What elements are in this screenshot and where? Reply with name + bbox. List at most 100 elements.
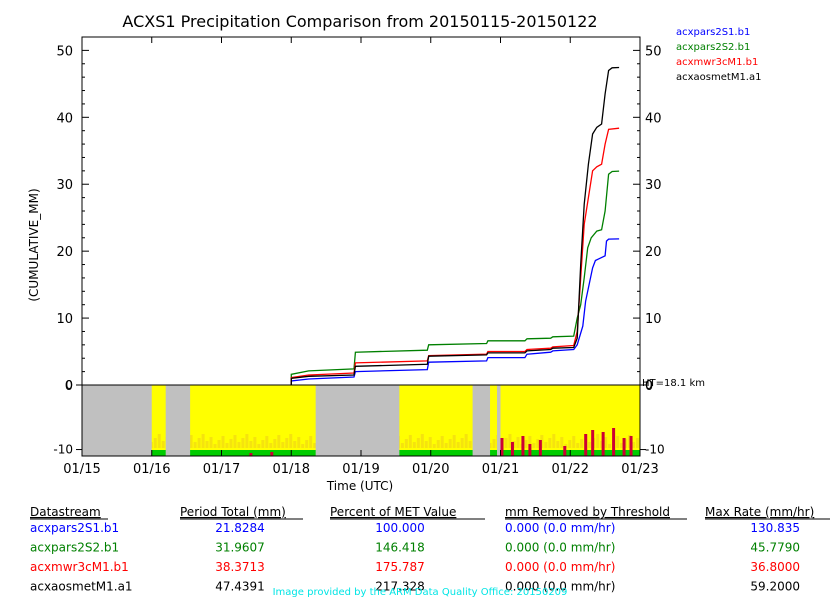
- y-tick-label: 20: [56, 245, 73, 260]
- radar-echo-mark: [629, 436, 633, 456]
- radar-texture-mark: [400, 443, 404, 448]
- x-axis-label: Time (UTC): [326, 479, 393, 493]
- table-header-1: Period Total (mm): [180, 505, 286, 519]
- radar-texture-mark: [548, 438, 552, 448]
- table-cell-r2-c1: 38.3713: [215, 560, 265, 574]
- radar-texture-mark: [492, 439, 496, 448]
- radar-texture-mark: [560, 437, 564, 448]
- radar-texture-mark: [616, 436, 620, 448]
- chart-title: ACXS1 Precipitation Comparison from 2015…: [122, 12, 597, 31]
- radar-texture-mark: [241, 438, 245, 448]
- radar-texture-mark: [448, 439, 452, 448]
- x-tick-label: 01/17: [203, 462, 240, 477]
- radar-texture-mark: [576, 443, 580, 448]
- radar-texture-mark: [213, 444, 217, 448]
- table-cell-r3-c0: acxaosmetM1.a1: [30, 580, 133, 594]
- radar-data-gap: [165, 385, 191, 456]
- table-cell-r2-c3: 0.000 (0.0 mm/hr): [505, 560, 615, 574]
- radar-echo-mark: [270, 452, 274, 456]
- radar-texture-mark: [237, 442, 241, 448]
- y-tick-label: 10: [56, 312, 73, 327]
- y-tick-label-right: 0: [645, 379, 653, 394]
- radar-texture-mark: [157, 434, 161, 448]
- radar-data-gap: [82, 385, 152, 456]
- table-header-3: mm Removed by Threshold: [505, 505, 670, 519]
- radar-height-label: HT=18.1 km: [642, 378, 705, 389]
- x-tick-label: 01/18: [273, 462, 310, 477]
- y-tick-label-right: 10: [645, 312, 662, 327]
- radar-texture-mark: [289, 434, 293, 448]
- radar-texture-mark: [229, 439, 233, 448]
- cumulative-plot: [290, 66, 620, 385]
- radar-texture-mark: [217, 440, 221, 448]
- radar-echo-mark: [538, 440, 542, 456]
- series-line-acxaosmetM1.a1: [290, 66, 620, 385]
- plot-frame: [81, 36, 641, 386]
- table-cell-r0-c0: acxpars2S1.b1: [30, 521, 119, 535]
- radar-texture-mark: [528, 436, 532, 448]
- radar-texture-mark: [281, 442, 285, 448]
- radar-texture-mark: [189, 435, 193, 448]
- radar-texture-mark: [408, 435, 412, 448]
- radar-texture-mark: [452, 435, 456, 448]
- table-header-0: Datastream: [30, 505, 101, 519]
- radar-texture-mark: [432, 444, 436, 448]
- legend-entry-acxmwr3cM1.b1: acxmwr3cM1.b1: [676, 57, 758, 68]
- series-line-acxpars2S2.b1: [290, 170, 620, 385]
- radar-echo-mark: [563, 446, 567, 456]
- radar-texture-mark: [404, 439, 408, 448]
- radar-texture-mark: [632, 442, 636, 448]
- radar-texture-mark: [269, 443, 273, 448]
- series-line-acxpars2S1.b1: [290, 238, 620, 385]
- radar-texture-mark: [468, 441, 472, 448]
- radar-texture-mark: [636, 438, 640, 448]
- radar-echo-mark: [601, 432, 605, 456]
- table-cell-r0-c3: 0.000 (0.0 mm/hr): [505, 521, 615, 535]
- radar-texture-mark: [293, 441, 297, 448]
- radar-texture-mark: [305, 440, 309, 448]
- radar-texture-mark: [205, 441, 209, 448]
- legend-entry-acxpars2S2.b1: acxpars2S2.b1: [676, 42, 750, 53]
- radar-echo-mark: [249, 453, 253, 456]
- radar-y-tick-label: -10: [53, 443, 73, 457]
- table-cell-r3-c3: 0.000 (0.0 mm/hr): [505, 580, 615, 594]
- radar-echo-mark: [528, 444, 532, 456]
- radar-texture-mark: [568, 440, 572, 448]
- y-tick-label-right: 50: [645, 44, 662, 59]
- radar-texture-mark: [508, 434, 512, 448]
- radar-texture-mark: [233, 435, 237, 448]
- radar-texture-mark: [265, 436, 269, 448]
- radar-texture-mark: [201, 434, 205, 448]
- radar-texture-mark: [221, 436, 225, 448]
- radar-texture-mark: [249, 441, 253, 448]
- radar-texture-mark: [153, 438, 157, 448]
- radar-texture-mark: [532, 443, 536, 448]
- radar-texture-mark: [552, 434, 556, 448]
- legend-entry-acxpars2S1.b1: acxpars2S1.b1: [676, 27, 750, 38]
- table-cell-r0-c2: 100.000: [375, 521, 425, 535]
- y-axis-label: (CUMULATIVE_MM): [27, 188, 41, 301]
- y-tick-label-right: 40: [645, 111, 662, 126]
- radar-texture-mark: [596, 434, 600, 448]
- table-cell-r2-c2: 175.787: [375, 560, 425, 574]
- radar-texture-mark: [620, 443, 624, 448]
- radar-texture-mark: [257, 444, 261, 448]
- legend-entry-acxaosmetM1.a1: acxaosmetM1.a1: [676, 72, 761, 83]
- radar-texture-mark: [253, 437, 257, 448]
- radar-texture-mark: [301, 444, 305, 448]
- radar-texture-mark: [313, 443, 317, 448]
- x-tick-label: 01/19: [342, 462, 379, 477]
- radar-echo-mark: [500, 438, 504, 456]
- radar-texture-mark: [285, 438, 289, 448]
- table-cell-r1-c1: 31.9607: [215, 541, 265, 555]
- radar-echo-mark: [622, 438, 626, 456]
- table-cell-r1-c0: acxpars2S2.b1: [30, 541, 119, 555]
- radar-texture-mark: [504, 438, 508, 448]
- table-cell-r0-c4: 130.835: [750, 521, 800, 535]
- table-cell-r1-c4: 45.7790: [750, 541, 800, 555]
- radar-panel: 0 0 -10 -10: [53, 378, 664, 457]
- radar-texture-mark: [544, 442, 548, 448]
- radar-texture-mark: [197, 438, 201, 448]
- radar-texture-mark: [161, 441, 165, 448]
